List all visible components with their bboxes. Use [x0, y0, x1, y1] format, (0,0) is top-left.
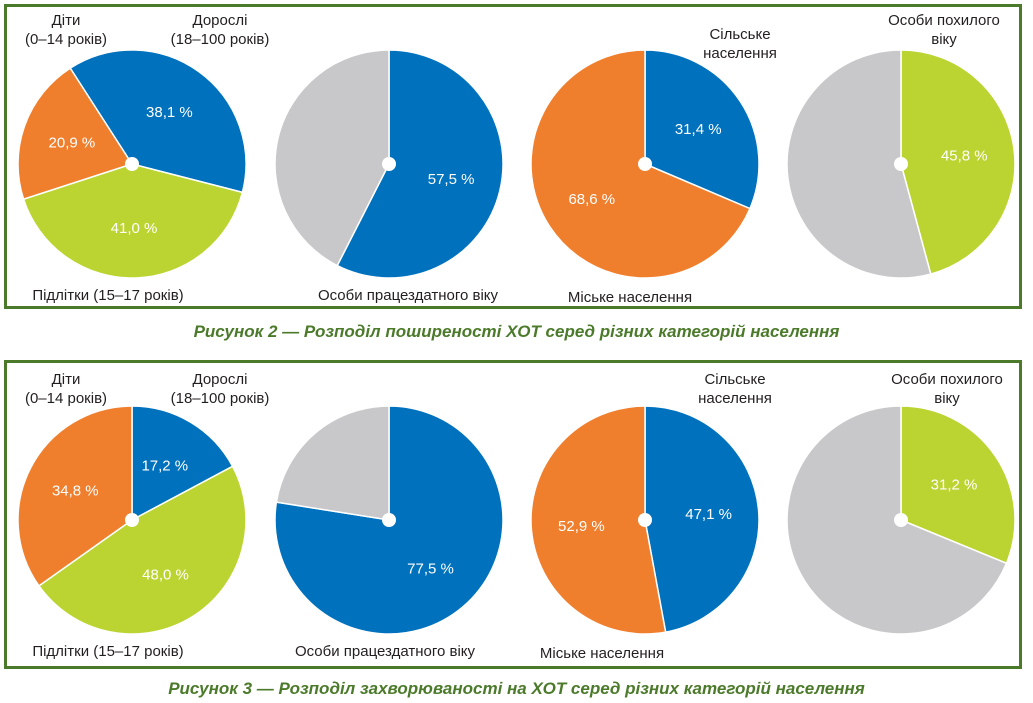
label-adults: Дорослі	[193, 12, 248, 29]
label-urban: Міське населення	[540, 645, 664, 662]
pie-slice	[69, 49, 247, 194]
pie-slice	[275, 405, 390, 521]
label-teens: Підлітки (15–17 років)	[32, 643, 183, 660]
slice-value-label: 48,0 %	[142, 566, 189, 583]
label-children: Діти	[52, 12, 81, 29]
pie-slice	[900, 405, 1016, 565]
pie-center-dot	[382, 513, 396, 527]
pie-slice	[644, 405, 760, 633]
pie-slice	[530, 405, 667, 635]
pie-charts-prevalence: 20,9 % 38,1 % 41,0 % 57,5 % 31,4 % 68,6 % 4…	[17, 12, 1016, 306]
label-rural-2: населення	[703, 45, 777, 62]
pie-center-dot	[125, 513, 139, 527]
label-rural-2: населення	[698, 390, 772, 407]
pie-rural-urban: 31,4 % 68,6 %	[530, 49, 760, 279]
slice-value-label: 47,1 %	[685, 506, 732, 523]
label-elderly-2: віку	[934, 390, 960, 407]
label-adults-age: (18–100 років)	[171, 31, 270, 48]
pie-age-groups: 17,2 % 48,0 % 34,8 %	[17, 405, 247, 635]
pie-rural-urban: 47,1 % 52,9 %	[530, 405, 760, 635]
slice-value-label: 57,5 %	[428, 171, 475, 188]
label-elderly-2: віку	[931, 31, 957, 48]
pie-age-groups: 20,9 % 38,1 % 41,0 %	[17, 49, 247, 279]
label-children-age: (0–14 років)	[25, 390, 107, 407]
figure-caption: Рисунок 2 — Розподіл поширеності ХОТ сер…	[193, 322, 840, 341]
pie-working-age: 77,5 %	[274, 405, 504, 635]
slice-value-label: 20,9 %	[49, 135, 96, 152]
slice-value-label: 68,6 %	[568, 191, 615, 208]
pie-slice	[274, 405, 504, 635]
slice-value-label: 31,2 %	[931, 476, 978, 493]
label-children: Діти	[52, 371, 81, 388]
pie-center-dot	[894, 513, 908, 527]
label-rural: Сільське	[709, 26, 770, 43]
pie-working-age: 57,5 %	[274, 49, 504, 279]
slice-value-label: 41,0 %	[111, 220, 158, 237]
figure-caption: Рисунок 3 — Розподіл захворюваності на Х…	[168, 679, 865, 698]
pie-center-dot	[638, 513, 652, 527]
label-rural: Сільське	[704, 371, 765, 388]
pie-slice	[786, 49, 932, 279]
label-working-age: Особи працездатного віку	[318, 287, 499, 304]
pie-slice	[17, 405, 133, 587]
slice-value-label: 77,5 %	[407, 561, 454, 578]
label-children-age: (0–14 років)	[25, 31, 107, 48]
slice-value-label: 45,8 %	[941, 148, 988, 165]
pie-slice	[131, 405, 234, 522]
pie-slice	[274, 49, 390, 267]
label-urban: Міське населення	[568, 289, 692, 306]
pie-charts-incidence: 17,2 % 48,0 % 34,8 % 77,5 % 47,1 % 52,9 % 3…	[17, 371, 1016, 662]
pie-center-dot	[125, 157, 139, 171]
pie-center-dot	[382, 157, 396, 171]
pie-slice	[900, 49, 1016, 275]
pie-elderly: 31,2 %	[786, 405, 1016, 635]
label-teens: Підлітки (15–17 років)	[32, 287, 183, 304]
slice-value-label: 34,8 %	[52, 483, 99, 500]
pie-slice	[644, 49, 760, 210]
pie-slice	[37, 465, 247, 635]
pie-center-dot	[638, 157, 652, 171]
pie-center-dot	[894, 157, 908, 171]
pie-slice	[336, 49, 504, 279]
slice-value-label: 52,9 %	[558, 518, 605, 535]
label-elderly: Особи похилого	[888, 12, 1000, 29]
label-working-age: Особи працездатного віку	[295, 643, 476, 660]
label-elderly: Особи похилого	[891, 371, 1003, 388]
slice-value-label: 17,2 %	[141, 457, 188, 474]
pie-slice	[17, 67, 134, 201]
pie-elderly: 45,8 %	[786, 49, 1016, 279]
label-adults: Дорослі	[193, 371, 248, 388]
label-adults-age: (18–100 років)	[171, 390, 270, 407]
slice-value-label: 31,4 %	[675, 121, 722, 138]
pie-slice	[22, 163, 244, 279]
slice-value-label: 38,1 %	[146, 104, 193, 121]
